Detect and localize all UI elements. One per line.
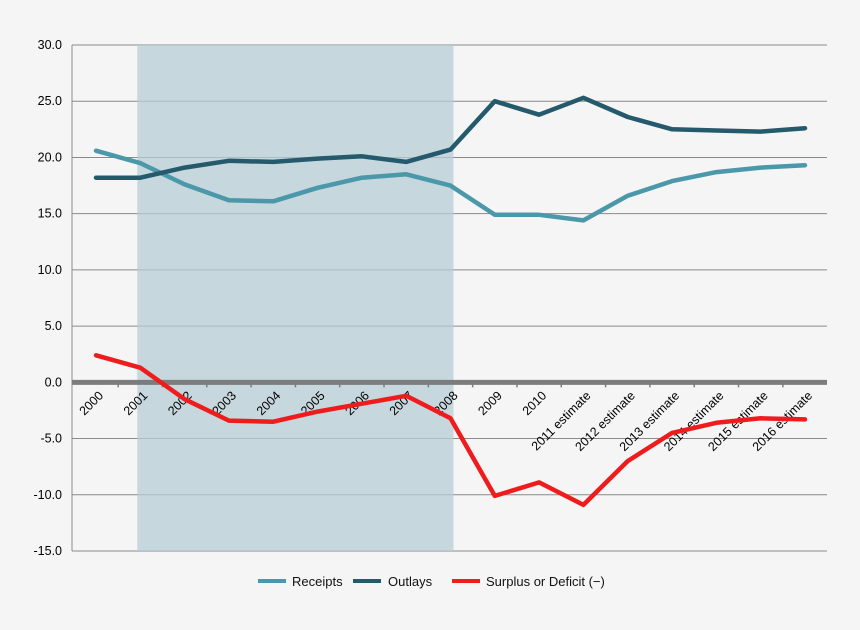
data-point: [581, 503, 585, 507]
data-point: [448, 416, 452, 420]
series-lines: [93, 95, 808, 508]
data-point: [182, 397, 186, 401]
data-point: [581, 218, 585, 222]
data-point: [670, 179, 674, 183]
series-line-0: [93, 148, 808, 223]
data-point: [271, 160, 275, 164]
data-point: [803, 126, 807, 130]
data-point: [537, 113, 541, 117]
data-point: [493, 494, 497, 498]
legend-label: Outlays: [388, 574, 433, 589]
data-point: [271, 419, 275, 423]
data-point: [315, 186, 319, 190]
data-point: [493, 213, 497, 217]
y-tick-label: 0.0: [45, 375, 62, 389]
data-point: [182, 182, 186, 186]
data-point: [227, 159, 231, 163]
y-axis-ticks: 30.0 25.0 20.0 15.0 10.0 5.0 0.0 -5.0 -10.0 -15.0: [34, 38, 63, 558]
data-point: [138, 175, 142, 179]
data-point: [94, 175, 98, 179]
data-point: [404, 160, 408, 164]
data-point: [404, 172, 408, 176]
data-point: [537, 213, 541, 217]
data-point: [227, 418, 231, 422]
y-tick-label: 15.0: [38, 207, 62, 221]
data-point: [714, 421, 718, 425]
legend-label: Surplus or Deficit (−): [486, 574, 605, 589]
data-point: [315, 409, 319, 413]
data-point: [94, 353, 98, 357]
data-point: [493, 99, 497, 103]
x-tick-label: 2009: [475, 389, 505, 419]
data-point: [182, 165, 186, 169]
data-point: [626, 193, 630, 197]
y-tick-label: 30.0: [38, 38, 62, 52]
data-point: [626, 459, 630, 463]
data-point: [758, 165, 762, 169]
x-tick-label: 2000: [77, 389, 107, 419]
data-point: [670, 431, 674, 435]
data-point: [626, 115, 630, 119]
data-point: [803, 417, 807, 421]
legend: Receipts Outlays Surplus or Deficit (−): [258, 574, 605, 589]
series-line-1: [93, 95, 808, 180]
y-tick-label: 10.0: [38, 263, 62, 277]
data-point: [714, 170, 718, 174]
series-line-2: [93, 353, 808, 508]
data-point: [448, 147, 452, 151]
data-point: [138, 161, 142, 165]
y-tick-label: -15.0: [34, 544, 63, 558]
data-point: [138, 366, 142, 370]
y-tick-label: -5.0: [40, 432, 62, 446]
data-point: [271, 199, 275, 203]
data-point: [360, 154, 364, 158]
data-point: [404, 394, 408, 398]
data-point: [94, 148, 98, 152]
recession-shade: [137, 45, 454, 551]
data-point: [360, 401, 364, 405]
y-tick-label: 25.0: [38, 94, 62, 108]
y-tick-label: -10.0: [34, 488, 63, 502]
x-tick-label: 2010: [520, 389, 550, 419]
data-point: [803, 163, 807, 167]
data-point: [714, 128, 718, 132]
data-point: [360, 175, 364, 179]
y-tick-label: 20.0: [38, 150, 62, 164]
data-point: [315, 156, 319, 160]
data-point: [670, 127, 674, 131]
data-point: [227, 198, 231, 202]
data-point: [758, 416, 762, 420]
data-point: [758, 129, 762, 133]
data-point: [581, 96, 585, 100]
data-point: [537, 480, 541, 484]
data-point: [448, 183, 452, 187]
y-tick-label: 5.0: [45, 319, 62, 333]
legend-label: Receipts: [292, 574, 343, 589]
